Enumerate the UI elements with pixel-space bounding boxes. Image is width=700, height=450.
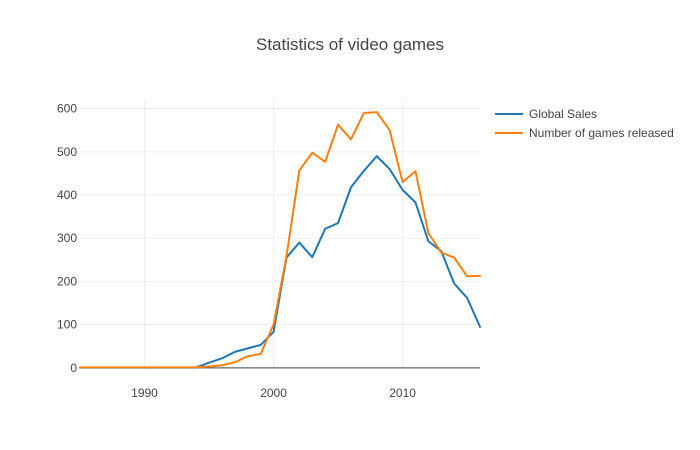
- legend[interactable]: Global Sales Number of games released: [495, 107, 674, 140]
- y-tick-label: 200: [57, 274, 77, 288]
- tick-labels: 1990 2000 2010 0 100 200 300 400 500 600: [57, 102, 416, 400]
- legend-item[interactable]: Number of games released: [495, 126, 674, 140]
- x-tick-label: 2000: [260, 386, 287, 400]
- x-tick-label: 1990: [131, 386, 158, 400]
- grid-lines: [80, 100, 480, 370]
- y-tick-label: 100: [57, 318, 77, 332]
- series-lines: [79, 111, 481, 369]
- series-line-1[interactable]: [79, 155, 481, 369]
- legend-label: Number of games released: [529, 126, 674, 140]
- y-tick-label: 0: [70, 361, 77, 375]
- series-line-2[interactable]: [79, 111, 481, 369]
- legend-item[interactable]: Global Sales: [495, 107, 597, 121]
- y-tick-label: 400: [57, 188, 77, 202]
- chart-title: Statistics of video games: [256, 35, 444, 54]
- x-tick-label: 2010: [389, 386, 416, 400]
- y-tick-label: 500: [57, 145, 77, 159]
- y-tick-label: 600: [57, 102, 77, 116]
- y-tick-label: 300: [57, 231, 77, 245]
- legend-label: Global Sales: [529, 107, 597, 121]
